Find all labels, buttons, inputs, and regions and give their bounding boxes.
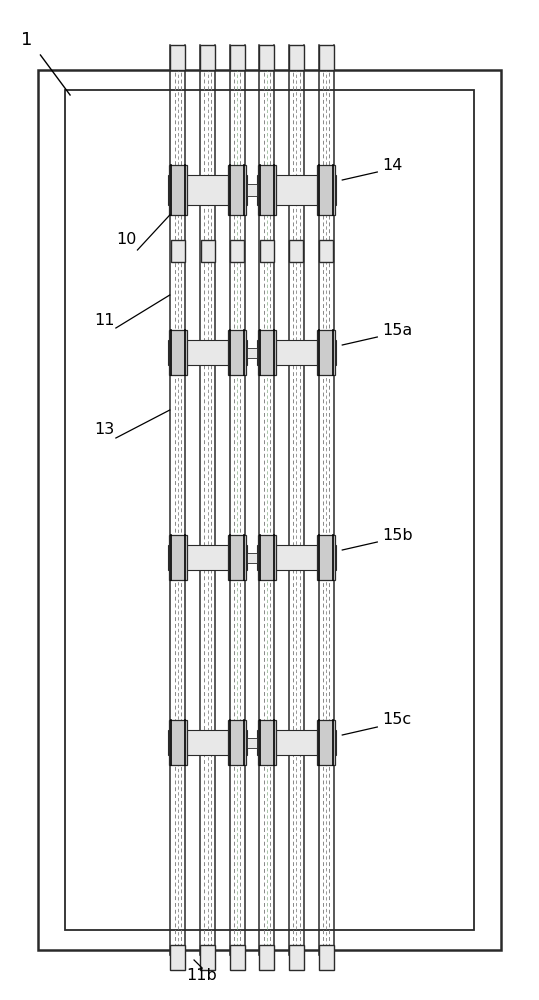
Text: 11b: 11b [186, 968, 218, 982]
Bar [247, 184, 257, 196]
Bar [170, 45, 185, 70]
Bar [228, 330, 246, 375]
Bar [230, 945, 245, 970]
Bar [260, 240, 274, 262]
Bar [247, 348, 257, 358]
Bar [317, 720, 335, 765]
Bar [259, 45, 274, 70]
Text: 11: 11 [94, 313, 115, 328]
Text: 10: 10 [116, 232, 136, 247]
Bar [169, 535, 187, 580]
Bar [200, 45, 215, 70]
Bar [247, 552, 257, 562]
Bar [289, 45, 304, 70]
Bar [169, 165, 187, 215]
Bar [168, 545, 247, 570]
Bar [168, 340, 247, 365]
Bar [230, 240, 244, 262]
Bar [168, 175, 247, 205]
Bar [257, 175, 336, 205]
Bar [228, 720, 246, 765]
Text: 15b: 15b [383, 528, 413, 542]
Bar [201, 240, 215, 262]
Bar [319, 45, 334, 70]
Bar [317, 535, 335, 580]
Bar [247, 737, 257, 747]
Bar [228, 165, 246, 215]
Bar [289, 240, 303, 262]
Bar [289, 945, 304, 970]
Bar [317, 165, 335, 215]
Bar [258, 720, 276, 765]
Bar [171, 240, 185, 262]
Bar [169, 330, 187, 375]
Bar [317, 330, 335, 375]
Bar [258, 165, 276, 215]
Text: 1: 1 [21, 31, 33, 49]
Text: 14: 14 [383, 157, 403, 172]
Bar [258, 330, 276, 375]
Bar [257, 730, 336, 755]
Bar [259, 945, 274, 970]
Bar [170, 945, 185, 970]
Text: 15c: 15c [383, 712, 412, 728]
Text: 13: 13 [94, 422, 115, 437]
Bar [230, 45, 245, 70]
Bar [258, 535, 276, 580]
Bar [200, 945, 215, 970]
Bar [169, 720, 187, 765]
Bar [228, 535, 246, 580]
Bar [319, 240, 333, 262]
Bar [38, 70, 501, 950]
Bar [257, 545, 336, 570]
Bar [65, 90, 474, 930]
Bar [319, 945, 334, 970]
Bar [257, 340, 336, 365]
Text: 15a: 15a [383, 323, 413, 338]
Bar [168, 730, 247, 755]
